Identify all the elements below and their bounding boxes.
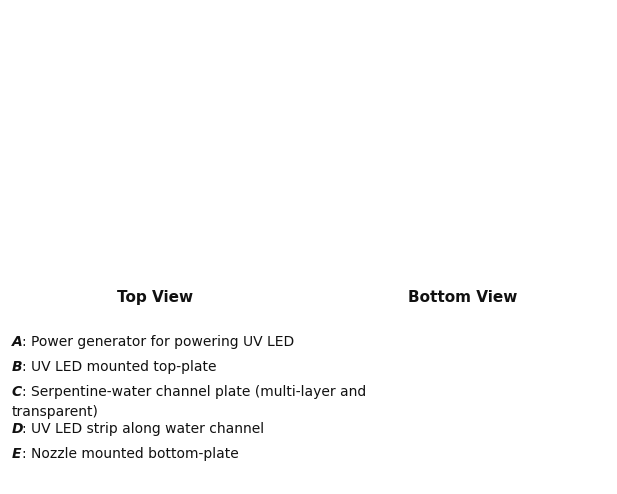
Text: A: A xyxy=(12,335,23,349)
Text: Top View: Top View xyxy=(117,290,193,305)
Text: : Nozzle mounted bottom-plate: : Nozzle mounted bottom-plate xyxy=(22,447,239,461)
Text: E: E xyxy=(12,447,22,461)
Text: Bottom View: Bottom View xyxy=(408,290,518,305)
Text: D: D xyxy=(12,422,23,436)
Text: C: C xyxy=(12,385,22,399)
Text: B: B xyxy=(12,360,23,374)
Text: : UV LED mounted top-plate: : UV LED mounted top-plate xyxy=(22,360,217,374)
Text: : Power generator for powering UV LED: : Power generator for powering UV LED xyxy=(22,335,294,349)
Text: : Serpentine-water channel plate (multi-layer and: : Serpentine-water channel plate (multi-… xyxy=(22,385,366,399)
Text: transparent): transparent) xyxy=(12,405,99,419)
Text: : UV LED strip along water channel: : UV LED strip along water channel xyxy=(22,422,264,436)
